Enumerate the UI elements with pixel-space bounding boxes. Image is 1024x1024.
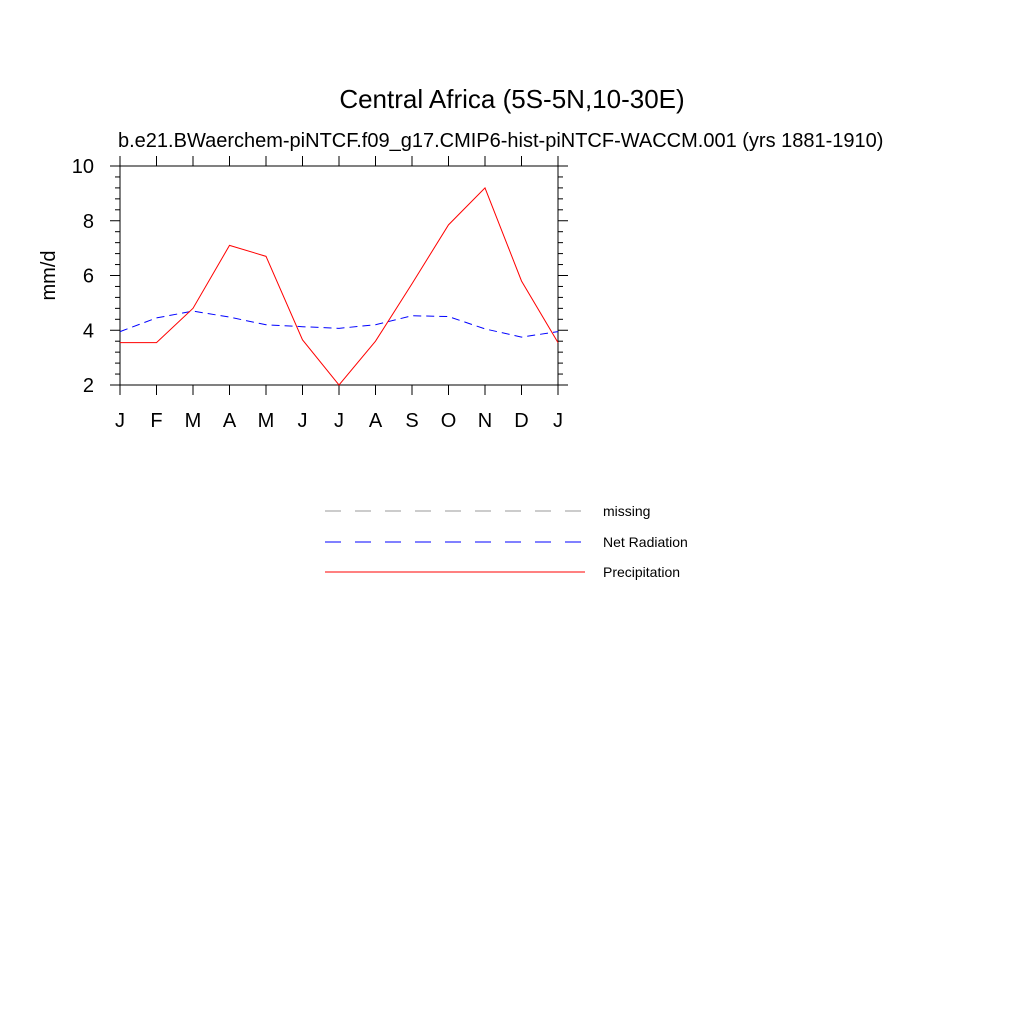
y-tick-label: 10 bbox=[72, 156, 94, 178]
x-tick-label: F bbox=[150, 410, 162, 432]
x-tick-label: J bbox=[298, 410, 308, 432]
x-tick-label: A bbox=[369, 410, 383, 432]
y-tick-label: 6 bbox=[83, 266, 94, 288]
legend: missing Net Radiation Precipitation bbox=[325, 503, 688, 580]
legend-label: Precipitation bbox=[603, 564, 680, 580]
x-tick-label: A bbox=[223, 410, 237, 432]
y-tick-label: 4 bbox=[83, 320, 94, 342]
x-tick-label: D bbox=[514, 410, 528, 432]
x-tick-label: M bbox=[185, 410, 202, 432]
legend-label: Net Radiation bbox=[603, 534, 688, 550]
x-tick-label: J bbox=[334, 410, 344, 432]
chart-title: Central Africa (5S-5N,10-30E) bbox=[339, 84, 685, 114]
plot-frame bbox=[119, 165, 559, 386]
x-tick-label: N bbox=[478, 410, 492, 432]
x-tick-label: S bbox=[405, 410, 418, 432]
x-tick-label: O bbox=[441, 410, 457, 432]
x-tick-label: M bbox=[258, 410, 275, 432]
legend-label: missing bbox=[603, 503, 650, 519]
y-axis-label: mm/d bbox=[38, 251, 60, 301]
series-line-net-radiation bbox=[119, 310, 559, 338]
series-line-precipitation bbox=[120, 187, 559, 386]
x-tick-label: J bbox=[115, 410, 125, 432]
chart-subtitle: b.e21.BWaerchem-piNTCF.f09_g17.CMIP6-his… bbox=[118, 130, 884, 152]
y-tick-label: 2 bbox=[83, 375, 94, 397]
x-tick-label: J bbox=[553, 410, 563, 432]
y-tick-label: 8 bbox=[83, 211, 94, 233]
